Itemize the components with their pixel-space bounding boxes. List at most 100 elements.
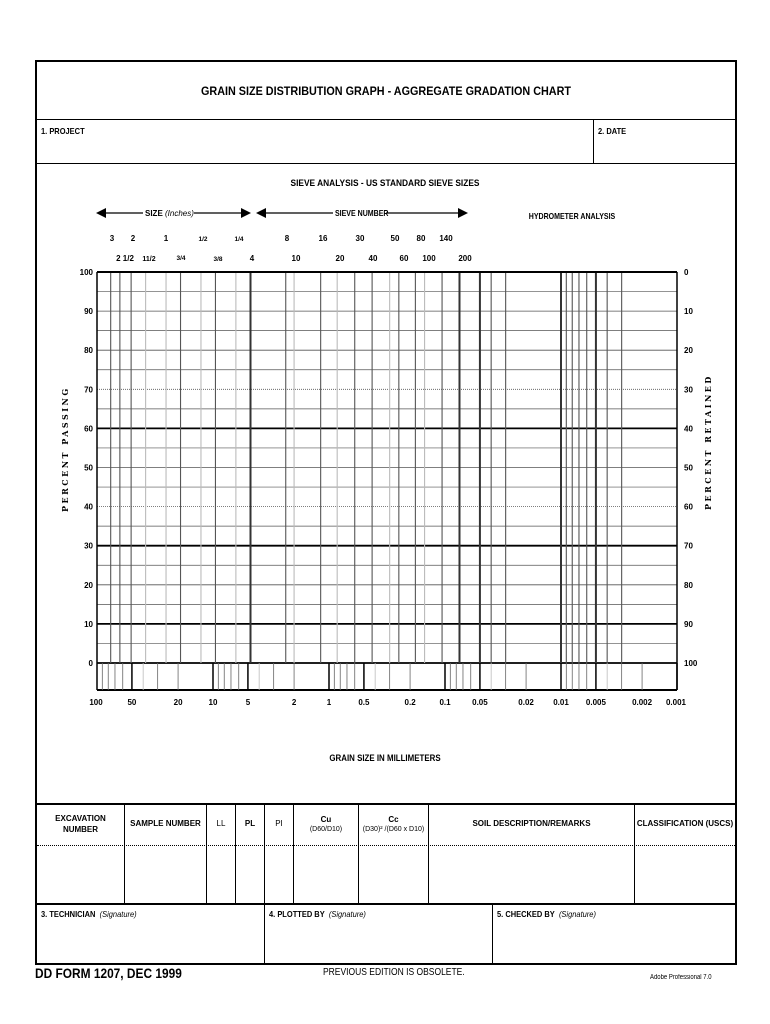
- sieve-analysis-title: SIEVE ANALYSIS - US STANDARD SIEVE SIZES: [291, 178, 480, 189]
- x-axis-tick-label: 0.02: [518, 698, 534, 707]
- form-title: GRAIN SIZE DISTRIBUTION GRAPH - AGGREGAT…: [200, 84, 571, 98]
- left-axis-tick-label: 0: [89, 659, 94, 668]
- left-axis-tick-label: 60: [84, 424, 93, 433]
- results-table: EXCAVATION NUMBER SAMPLE NUMBER LL PL PI…: [37, 804, 735, 904]
- x-axis-tick-label: 5: [246, 698, 251, 707]
- signature-hint: (Signature): [328, 909, 366, 919]
- sieve-label-140: 140: [439, 234, 453, 243]
- x-axis-tick-label: 0.1: [439, 698, 451, 707]
- sieve-label-16: 16: [319, 234, 328, 243]
- sieve-number-arrow: SIEVE NUMBER: [256, 208, 468, 218]
- col-pl: PL: [236, 804, 265, 845]
- technician-signature-field[interactable]: 3. TECHNICIAN (Signature): [37, 904, 264, 963]
- header-text: CLASSIFICATION (USCS): [636, 819, 734, 829]
- grain-size-graph: SIEVE ANALYSIS - US STANDARD SIEVE SIZES…: [80, 178, 698, 764]
- col-cu: Cu (D60/D10): [294, 804, 359, 845]
- size-label-half-in: 1/2: [198, 236, 207, 243]
- x-axis-tick-label: 1: [327, 698, 332, 707]
- ll-cell[interactable]: [207, 845, 236, 904]
- sieve-label-10: 10: [292, 254, 301, 263]
- size-label: SIZE: [145, 209, 163, 218]
- sieve-label-80: 80: [417, 234, 426, 243]
- excavation-number-cell[interactable]: [37, 845, 125, 904]
- soil-description-cell[interactable]: [429, 845, 635, 904]
- sieve-label-40: 40: [369, 254, 378, 263]
- cu-cell[interactable]: [294, 845, 359, 904]
- size-unit: (Inches): [165, 209, 194, 218]
- x-axis-tick-label: 100: [89, 698, 103, 707]
- x-axis-tick-label: 0.002: [632, 698, 653, 707]
- pi-cell[interactable]: [265, 845, 294, 904]
- formula-text: (D30)² /(D60 x D10): [362, 826, 425, 834]
- header-text: SOIL DESCRIPTION/REMARKS: [472, 819, 591, 829]
- x-axis-tick-label: 20: [174, 698, 183, 707]
- divider: [37, 903, 735, 905]
- col-cc: Cc (D30)² /(D60 x D10): [359, 804, 429, 845]
- plotted-by-signature-field[interactable]: 4. PLOTTED BY (Signature): [265, 904, 492, 963]
- x-axis-tick-label: 0.5: [358, 698, 370, 707]
- size-label-1in: 1: [164, 234, 169, 243]
- right-axis-tick-label: 50: [684, 464, 693, 473]
- size-arrow: SIZE (Inches): [96, 208, 251, 218]
- left-axis-tick-label: 90: [84, 307, 93, 316]
- percent-retained-label: PERCENT RETAINED: [703, 374, 713, 510]
- left-axis-tick-label: 100: [80, 268, 94, 277]
- header-text: Cc: [388, 814, 399, 824]
- divider: [264, 904, 265, 963]
- size-label-1-5in: 11/2: [142, 256, 155, 263]
- form-id: DD FORM 1207, DEC 1999: [35, 965, 182, 981]
- date-label: 2. DATE: [598, 126, 627, 136]
- x-axis-tick-label: 0.05: [472, 698, 488, 707]
- divider: [593, 120, 594, 163]
- right-axis-tick-label: 60: [684, 503, 693, 512]
- x-axis-tick-label: 0.001: [666, 698, 687, 707]
- size-label-3-8in: 3/8: [213, 256, 222, 263]
- sieve-number-label: SIEVE NUMBER: [335, 209, 389, 219]
- col-classification: CLASSIFICATION (USCS): [635, 804, 735, 845]
- right-axis-tick-label: 100: [684, 659, 698, 668]
- col-soil-description: SOIL DESCRIPTION/REMARKS: [429, 804, 635, 845]
- divider: [37, 803, 735, 805]
- right-axis-tick-label: 30: [684, 385, 693, 394]
- header-text: PI: [275, 819, 283, 829]
- arrow-left-icon: [256, 208, 266, 218]
- signature-hint: (Signature): [99, 909, 137, 919]
- classification-cell[interactable]: [635, 845, 735, 904]
- plotted-by-label: 4. PLOTTED BY (Signature): [269, 909, 366, 919]
- header-text: Cu: [320, 814, 332, 824]
- divider: [492, 904, 493, 963]
- divider: [37, 845, 735, 846]
- signature-hint: (Signature): [558, 909, 596, 919]
- size-label-quarter-in: 1/4: [234, 236, 243, 243]
- arrow-left-icon: [96, 208, 106, 218]
- x-axis-tick-label: 0.2: [405, 698, 417, 707]
- col-ll: LL: [207, 804, 236, 845]
- size-label-2in: 2: [131, 234, 136, 243]
- right-axis-tick-label: 90: [684, 620, 693, 629]
- sample-number-cell[interactable]: [125, 845, 207, 904]
- col-excavation-number: EXCAVATION NUMBER: [37, 804, 125, 845]
- right-axis-tick-label: 20: [684, 346, 693, 355]
- left-axis-tick-label: 80: [84, 346, 93, 355]
- size-label-3in: 3: [110, 234, 115, 243]
- sieve-label-8: 8: [285, 234, 290, 243]
- right-axis-tick-label: 70: [684, 542, 693, 551]
- form-frame: GRAIN SIZE DISTRIBUTION GRAPH - AGGREGAT…: [35, 60, 737, 965]
- left-axis-tick-label: 30: [84, 542, 93, 551]
- project-label: 1. PROJECT: [41, 126, 85, 136]
- sieve-label-100: 100: [422, 254, 436, 263]
- software-note: Adobe Professional 7.0: [650, 974, 712, 981]
- header-text: LL: [216, 819, 226, 829]
- pl-cell[interactable]: [236, 845, 265, 904]
- left-axis-tick-label: 40: [84, 503, 93, 512]
- left-axis-tick-label: 70: [84, 385, 93, 394]
- arrow-right-icon: [458, 208, 468, 218]
- sieve-label-50: 50: [391, 234, 400, 243]
- cc-cell[interactable]: [359, 845, 429, 904]
- right-axis-tick-label: 0: [684, 268, 689, 277]
- edition-note: PREVIOUS EDITION IS OBSOLETE.: [323, 967, 465, 978]
- col-sample-number: SAMPLE NUMBER: [125, 804, 207, 845]
- col-pi: PI: [265, 804, 294, 845]
- left-axis-tick-label: 10: [84, 620, 93, 629]
- checked-by-signature-field[interactable]: 5. CHECKED BY (Signature): [493, 904, 735, 963]
